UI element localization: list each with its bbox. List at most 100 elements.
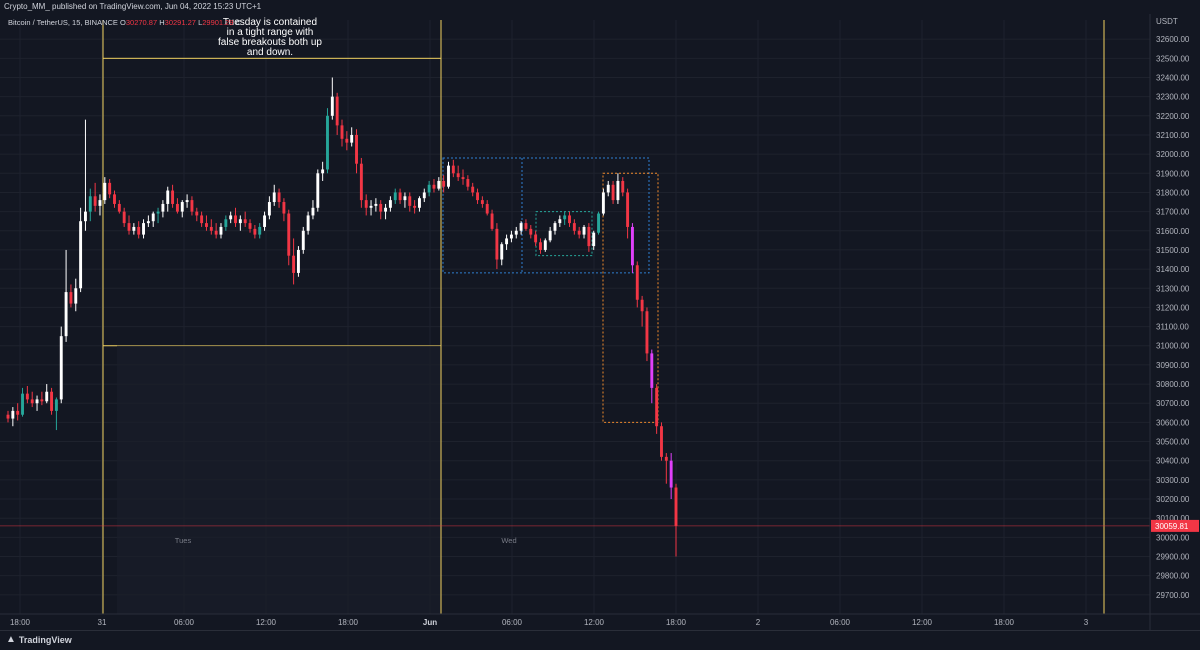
x-tick-label: 18:00 [338,618,359,627]
candle-body [350,134,354,143]
candle-body [88,196,92,212]
candle-body [582,226,586,235]
candle-body [664,456,668,461]
x-tick-label: 3 [1084,618,1089,627]
tradingview-icon: ▲ [6,634,16,645]
annotation-line: and down. [247,47,293,58]
candle-body [277,192,281,203]
candle-body [529,228,533,235]
candle-body [577,230,581,235]
candle-body [180,202,184,212]
candle-body [553,223,557,231]
candle-body [6,414,10,419]
candle-body [674,487,678,526]
low-label: L [198,18,203,27]
candle-body [476,192,479,201]
candle-body [379,203,383,212]
x-tick-label: 06:00 [830,618,851,627]
candle-body [282,202,286,214]
last-price-label: 30059.81 [1151,519,1199,532]
candle-body [45,391,49,402]
candle-body [592,232,596,247]
candle-body [330,96,334,116]
candle-body [59,336,63,400]
y-tick-label: 31100.00 [1156,323,1189,332]
candle-body [311,207,315,216]
price-axis[interactable]: USDT 29700.00 29800.00 29900.00 30000.00 3010… [1149,14,1200,630]
open-label: O [120,18,126,27]
tuesday-shade [117,345,441,614]
candle-body [185,200,189,203]
y-tick-label: 31200.00 [1156,303,1190,312]
candle-body [93,196,97,206]
x-tick-label: 12:00 [912,618,933,627]
candle-body [258,226,262,235]
candle-body [398,192,402,201]
candle-body [335,96,339,126]
candle-body [442,180,446,187]
y-tick-label: 30400.00 [1156,457,1190,466]
candle-body [451,165,455,174]
candle-body [292,255,296,273]
annotation-line: Tuesday is contained [223,17,317,28]
y-tick-label: 30500.00 [1156,438,1190,447]
candle-body [645,311,649,354]
candle-body [485,203,489,214]
y-tick-label: 31700.00 [1156,208,1190,217]
candle-body [219,226,223,235]
y-tick-label: 31500.00 [1156,246,1190,255]
candle-body [413,205,417,208]
annotation-line: in a tight range with [227,27,314,38]
candle-body [509,234,513,239]
time-axis[interactable]: 18:00 31 06:00 12:00 18:00 Jun 06:00 12:00 18:00… [0,613,1200,627]
candle-body [190,200,194,212]
day-label: Wed [501,536,516,545]
y-tick-label: 31600.00 [1156,227,1190,236]
y-tick-label: 32400.00 [1156,73,1190,82]
y-tick-label: 31400.00 [1156,265,1190,274]
candle-body [16,410,20,415]
y-tick-label: 31000.00 [1156,342,1190,351]
y-tick-label: 32000.00 [1156,150,1190,159]
y-tick-label: 30900.00 [1156,361,1190,370]
axis-unit: USDT [1156,17,1178,26]
y-tick-label: 31800.00 [1156,188,1190,197]
candle-body [50,391,54,411]
candlestick-chart[interactable]: USDT 29700.00 29800.00 29900.00 30000.00 3010… [0,14,1200,630]
candle-body [248,223,252,229]
candle-body [340,125,344,139]
y-tick-label: 32300.00 [1156,93,1190,102]
candle-body [543,240,547,250]
candle-body [355,134,358,164]
candle-body [326,115,329,170]
candle-body [321,169,325,174]
candle-body [437,180,441,189]
tradingview-logo[interactable]: ▲ TradingView [6,634,72,645]
candle-body [122,211,126,224]
candle-body [98,200,102,206]
candle-body [374,203,378,206]
last-price-text: 30059.81 [1155,522,1189,531]
candle-body [466,179,470,187]
y-tick-label: 31900.00 [1156,169,1190,178]
candle-body [456,173,460,178]
candle-body [364,200,368,208]
candle-body [490,213,494,229]
candle-body [393,192,397,201]
x-tick-label: 18:00 [994,618,1015,627]
candle-body [229,215,233,220]
candle-body [156,211,160,214]
annotation-line: false breakouts both up [218,37,322,48]
brand-label: TradingView [18,634,72,645]
candle-body [655,387,659,427]
y-tick-label: 32500.00 [1156,54,1190,63]
candle-body [480,200,484,204]
candle-body [113,194,116,204]
y-tick-label: 29700.00 [1156,591,1190,600]
last-price-badge [1151,519,1199,532]
y-tick-label: 32100.00 [1156,131,1190,140]
y-tick-label: 30200.00 [1156,495,1190,504]
candle-body [142,223,145,235]
candle-body [601,192,605,214]
high-label: H [159,18,165,27]
